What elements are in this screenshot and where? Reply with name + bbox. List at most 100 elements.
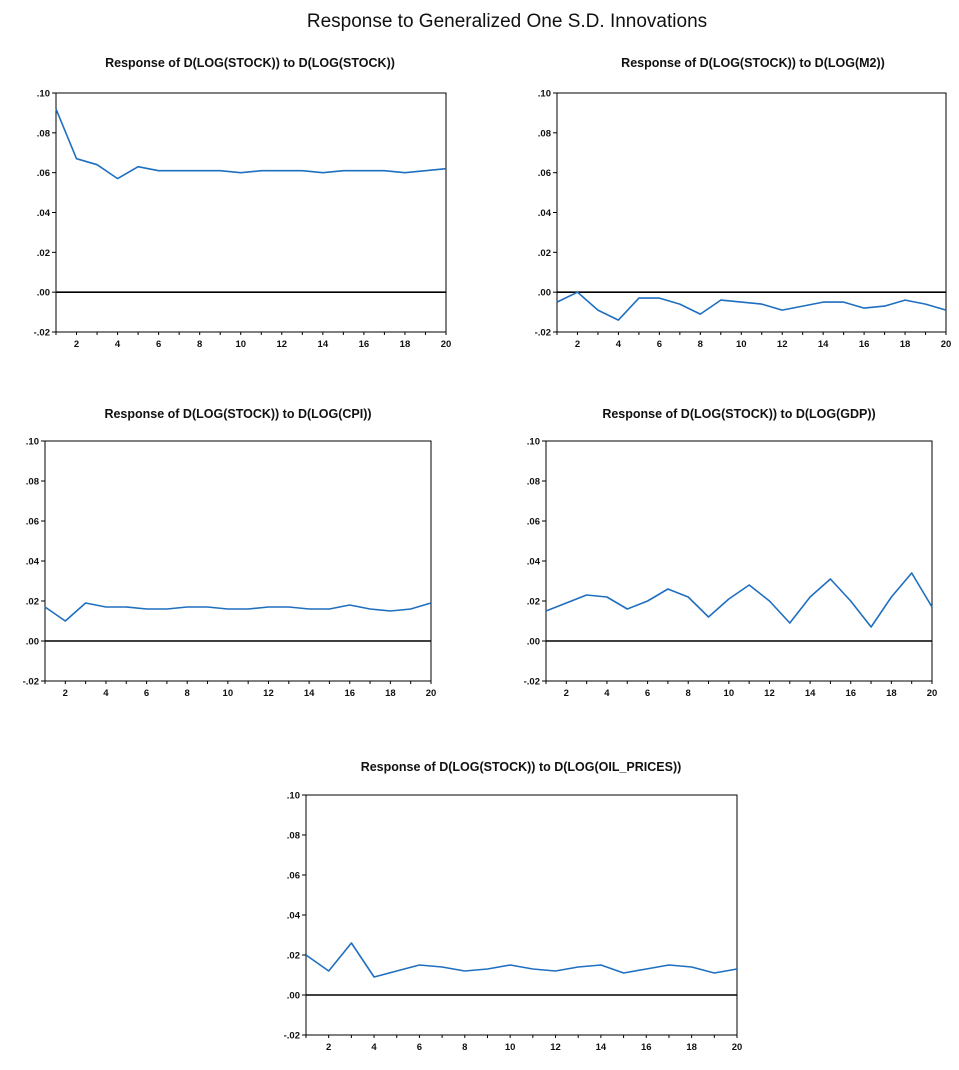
x-tick-label: 18 <box>900 339 911 350</box>
y-tick-label: .00 <box>287 991 300 1002</box>
x-tick-label: 12 <box>764 688 775 699</box>
series-line-1 <box>305 942 738 978</box>
y-tick-label: .08 <box>527 477 540 488</box>
y-tick-label: .10 <box>26 437 39 448</box>
series-line-1 <box>44 602 432 622</box>
y-tick-label: .08 <box>26 477 39 488</box>
chart-title: Response of D(LOG(STOCK)) to D(LOG(GDP)) <box>602 407 875 421</box>
y-tick-label: -.02 <box>524 677 540 688</box>
y-tick-label: .02 <box>37 248 50 259</box>
chart-panel-2: Response of D(LOG(STOCK)) to D(LOG(M2)).… <box>535 56 952 350</box>
y-tick-label: .00 <box>26 637 39 648</box>
y-tick-label: .02 <box>287 951 300 962</box>
x-tick-label: 16 <box>641 1042 652 1053</box>
x-tick-label: 10 <box>724 688 735 699</box>
x-tick-label: 2 <box>575 339 580 350</box>
x-tick-label: 10 <box>736 339 747 350</box>
x-tick-label: 8 <box>197 339 202 350</box>
x-tick-label: 20 <box>426 688 437 699</box>
x-tick-label: 20 <box>732 1042 743 1053</box>
y-tick-label: .10 <box>538 89 551 100</box>
plot-frame <box>545 440 933 682</box>
y-tick-label: .06 <box>287 871 300 882</box>
series-line-1 <box>55 108 447 180</box>
x-tick-label: 8 <box>185 688 190 699</box>
y-tick-label: .02 <box>26 597 39 608</box>
y-tick-label: .04 <box>26 557 40 568</box>
x-tick-label: 4 <box>115 339 121 350</box>
x-tick-label: 2 <box>63 688 68 699</box>
x-tick-label: 18 <box>385 688 396 699</box>
y-tick-label: .10 <box>287 791 300 802</box>
x-tick-label: 18 <box>686 1042 697 1053</box>
x-tick-label: 4 <box>604 688 610 699</box>
x-tick-label: 12 <box>277 339 288 350</box>
y-tick-label: -.02 <box>34 328 50 339</box>
chart-panel-3: Response of D(LOG(STOCK)) to D(LOG(CPI))… <box>23 407 437 699</box>
y-tick-label: -.02 <box>284 1031 300 1042</box>
y-tick-label: .10 <box>37 89 50 100</box>
x-tick-label: 6 <box>417 1042 422 1053</box>
x-tick-label: 12 <box>550 1042 561 1053</box>
x-tick-label: 14 <box>318 339 329 350</box>
x-tick-label: 10 <box>235 339 246 350</box>
plot-frame <box>305 794 738 1036</box>
x-tick-label: 4 <box>616 339 622 350</box>
x-tick-label: 8 <box>462 1042 467 1053</box>
x-tick-label: 18 <box>400 339 411 350</box>
x-tick-label: 16 <box>859 339 870 350</box>
x-tick-label: 20 <box>941 339 952 350</box>
series-line-1 <box>545 572 933 628</box>
y-tick-label: .06 <box>37 168 50 179</box>
series-line-1 <box>556 291 947 321</box>
plot-frame <box>556 92 947 333</box>
x-tick-label: 6 <box>144 688 149 699</box>
x-tick-label: 2 <box>326 1042 331 1053</box>
y-tick-label: .06 <box>26 517 39 528</box>
figure-title: Response to Generalized One S.D. Innovat… <box>307 11 707 32</box>
plot-frame <box>44 440 432 682</box>
x-tick-label: 6 <box>645 688 650 699</box>
y-tick-label: .06 <box>527 517 540 528</box>
x-tick-label: 18 <box>886 688 897 699</box>
x-tick-label: 12 <box>263 688 274 699</box>
y-tick-label: .00 <box>538 288 551 299</box>
y-tick-label: .06 <box>538 168 551 179</box>
x-tick-label: 14 <box>304 688 315 699</box>
chart-panels: Response of D(LOG(STOCK)) to D(LOG(STOCK… <box>23 56 952 1053</box>
x-tick-label: 4 <box>371 1042 377 1053</box>
x-tick-label: 16 <box>359 339 370 350</box>
y-tick-label: .00 <box>527 637 540 648</box>
chart-panel-5: Response of D(LOG(STOCK)) to D(LOG(OIL_P… <box>284 760 743 1053</box>
x-tick-label: 14 <box>596 1042 607 1053</box>
x-tick-label: 10 <box>223 688 234 699</box>
x-tick-label: 16 <box>845 688 856 699</box>
y-tick-label: .04 <box>527 557 541 568</box>
y-tick-label: -.02 <box>23 677 39 688</box>
y-tick-label: .08 <box>37 128 50 139</box>
x-tick-label: 2 <box>564 688 569 699</box>
x-tick-label: 12 <box>777 339 788 350</box>
x-tick-label: 8 <box>698 339 703 350</box>
y-tick-label: .08 <box>287 831 300 842</box>
y-tick-label: .04 <box>37 208 51 219</box>
x-tick-label: 20 <box>441 339 452 350</box>
y-tick-label: .10 <box>527 437 540 448</box>
x-tick-label: 16 <box>344 688 355 699</box>
chart-title: Response of D(LOG(STOCK)) to D(LOG(STOCK… <box>105 56 395 70</box>
y-tick-label: .02 <box>527 597 540 608</box>
y-tick-label: .08 <box>538 128 551 139</box>
chart-title: Response of D(LOG(STOCK)) to D(LOG(OIL_P… <box>361 760 682 774</box>
y-tick-label: .04 <box>538 208 552 219</box>
x-tick-label: 6 <box>156 339 161 350</box>
y-tick-label: .04 <box>287 911 301 922</box>
y-tick-label: -.02 <box>535 328 551 339</box>
x-tick-label: 6 <box>657 339 662 350</box>
plot-frame <box>55 92 447 333</box>
chart-panel-4: Response of D(LOG(STOCK)) to D(LOG(GDP))… <box>524 407 938 699</box>
chart-title: Response of D(LOG(STOCK)) to D(LOG(M2)) <box>621 56 885 70</box>
x-tick-label: 10 <box>505 1042 516 1053</box>
x-tick-label: 8 <box>686 688 691 699</box>
x-tick-label: 14 <box>805 688 816 699</box>
